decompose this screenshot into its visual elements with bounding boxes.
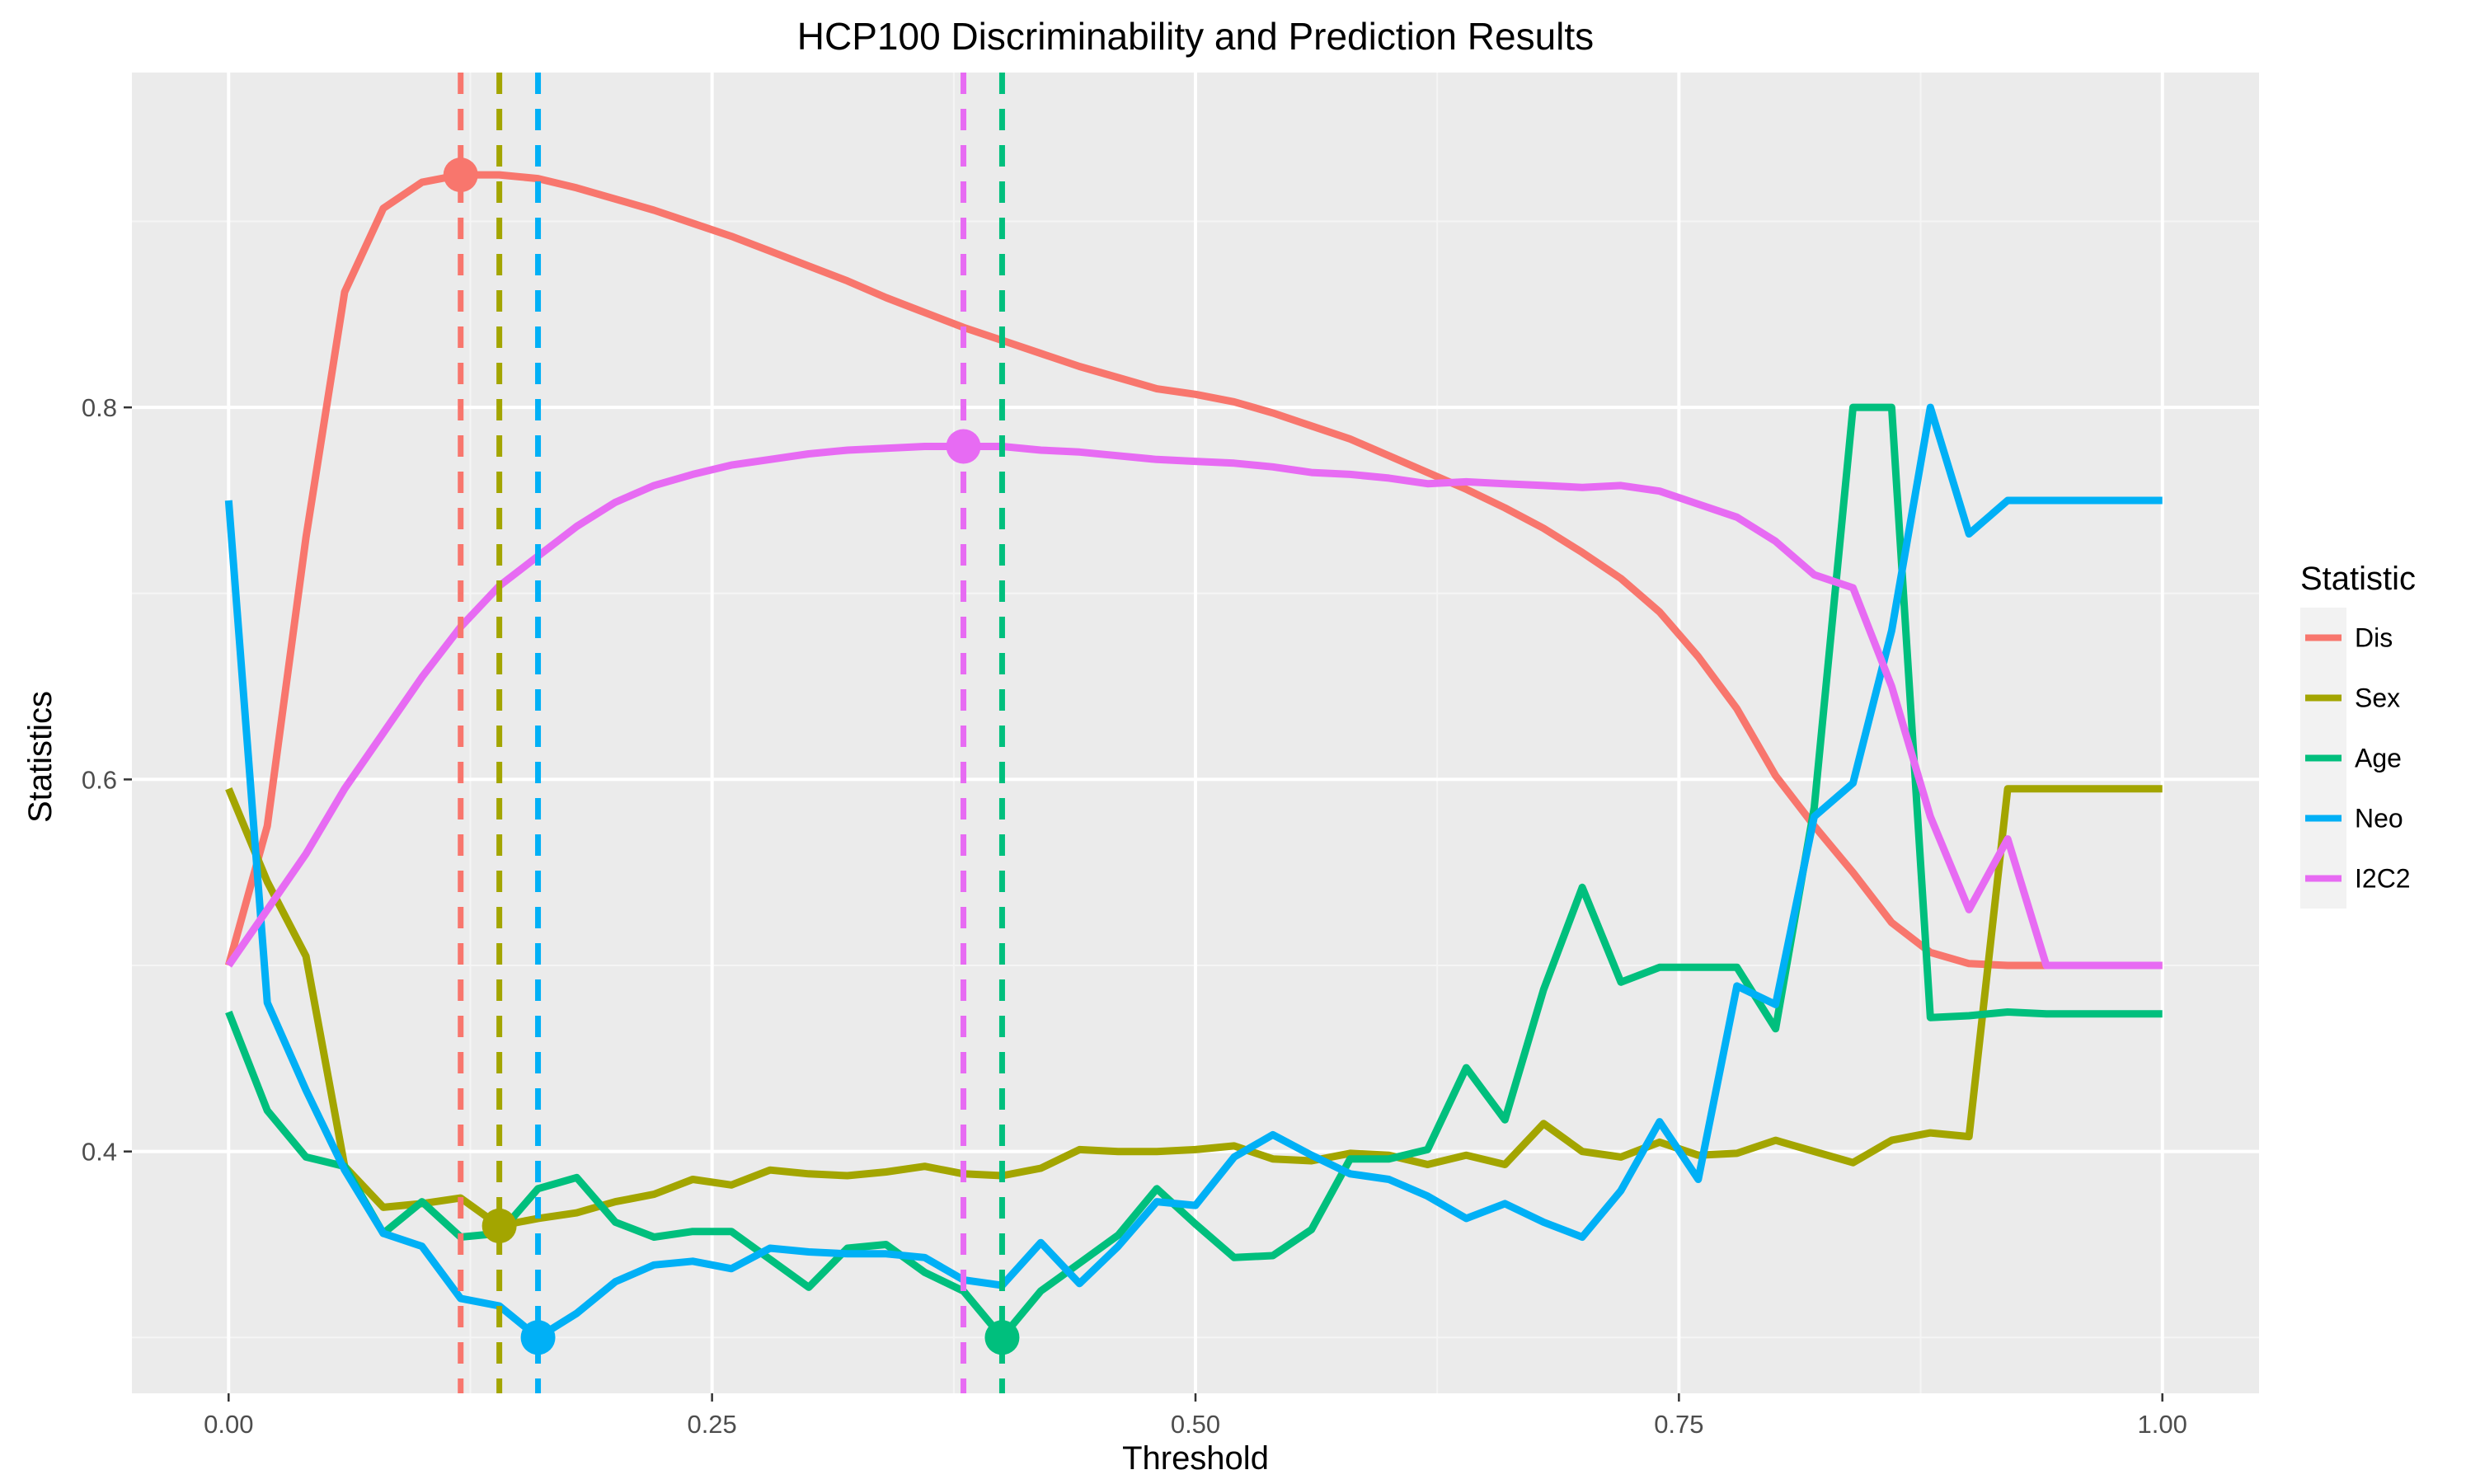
y-axis: 0.4 0.6 0.8 bbox=[82, 393, 132, 1167]
legend-title: Statistic bbox=[2300, 561, 2416, 597]
legend-label-age: Age bbox=[2355, 744, 2402, 773]
x-tick-label: 0.75 bbox=[1654, 1410, 1703, 1439]
legend-label-sex: Sex bbox=[2355, 683, 2400, 713]
plot-panel bbox=[132, 73, 2259, 1393]
legend: Statistic Dis Sex Age Neo I2C2 bbox=[2300, 561, 2416, 909]
series-line-sex bbox=[225, 785, 2163, 1230]
x-axis: 0.00 0.25 0.50 0.75 1.00 bbox=[204, 1393, 2187, 1439]
y-axis-title: Statistics bbox=[22, 691, 59, 823]
legend-label-neo: Neo bbox=[2355, 804, 2403, 834]
legend-items: Dis Sex Age Neo I2C2 bbox=[2300, 608, 2411, 909]
optimum-point-age bbox=[984, 1320, 1020, 1355]
optimum-point-i2c2 bbox=[946, 429, 981, 464]
y-tick-label: 0.6 bbox=[82, 765, 117, 794]
chart-title: HCP100 Discriminability and Prediction R… bbox=[797, 15, 1594, 58]
y-tick-label: 0.8 bbox=[82, 393, 117, 422]
x-tick-label: 0.00 bbox=[204, 1410, 253, 1439]
optimum-point-neo bbox=[520, 1320, 556, 1355]
series-layer bbox=[224, 73, 2163, 1393]
optimum-point-dis bbox=[443, 157, 478, 193]
series-line-i2c2 bbox=[225, 443, 2163, 970]
series-line-age bbox=[225, 403, 2163, 1341]
optimum-point-sex bbox=[481, 1208, 517, 1243]
x-tick-label: 1.00 bbox=[2138, 1410, 2187, 1439]
y-tick-label: 0.4 bbox=[82, 1138, 117, 1167]
x-tick-label: 0.25 bbox=[687, 1410, 736, 1439]
x-tick-label: 0.50 bbox=[1171, 1410, 1220, 1439]
x-axis-title: Threshold bbox=[1122, 1440, 1269, 1477]
legend-label-dis: Dis bbox=[2355, 623, 2393, 653]
legend-label-i2c2: I2C2 bbox=[2355, 864, 2411, 894]
series-line-dis bbox=[224, 171, 2163, 970]
